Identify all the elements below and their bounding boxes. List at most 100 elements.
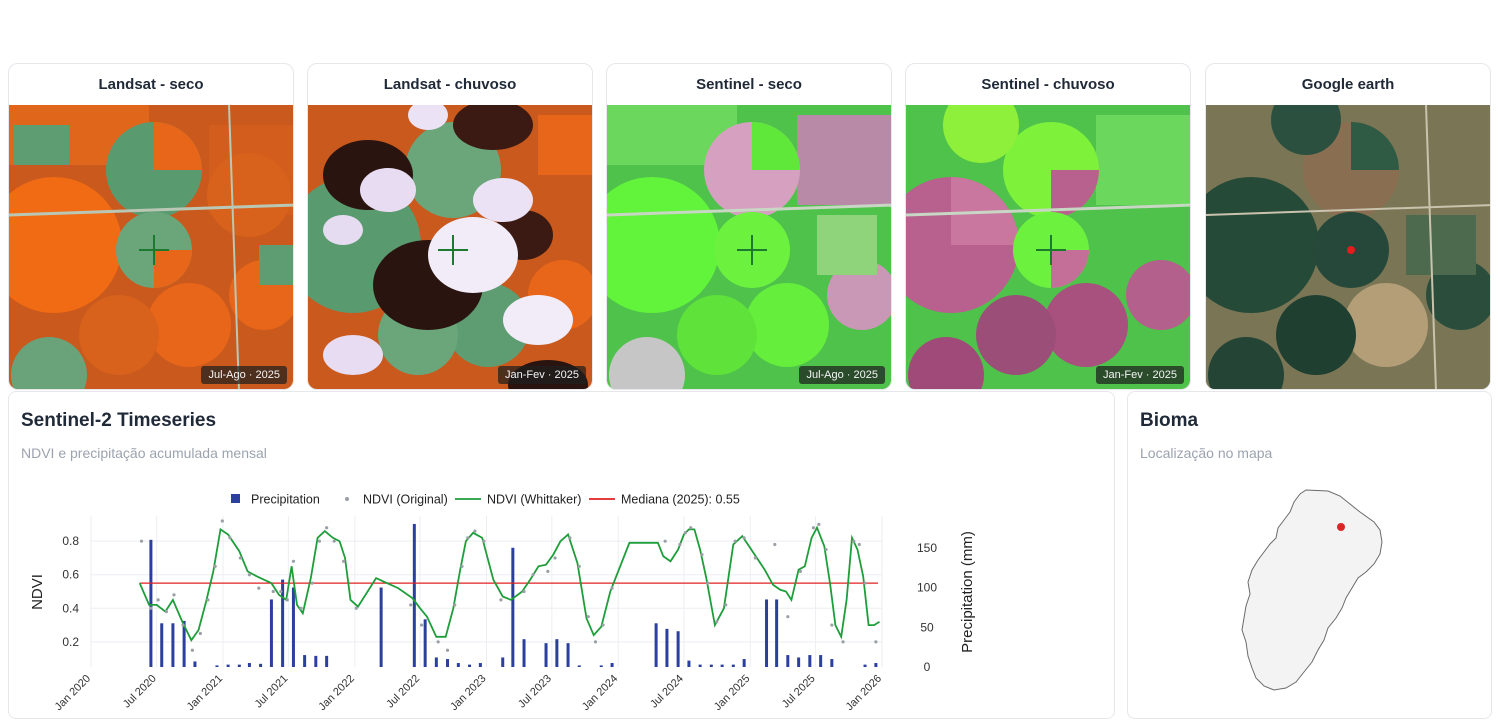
precip-bar (874, 663, 878, 667)
precip-bar (819, 655, 823, 667)
legend-label: Mediana (2025): 0.55 (621, 493, 740, 507)
ndvi-original-point (213, 564, 217, 568)
precip-bar (599, 665, 603, 667)
ndvi-original-point (164, 610, 169, 614)
precip-bar (379, 587, 383, 667)
ndvi-original-point (553, 556, 557, 560)
precip-bar (808, 655, 812, 667)
x-tick-label: Jul 2025 (780, 673, 818, 711)
ndvi-original-point (453, 603, 457, 607)
precip-bar (610, 663, 614, 667)
ndvi-original-point (773, 542, 777, 547)
google-earth-image (1206, 105, 1490, 389)
precip-bar (412, 523, 416, 667)
x-tick-label: Jul 2023 (516, 673, 554, 711)
ndvi-original-point (342, 559, 346, 563)
precip-bar (291, 587, 295, 667)
ndvi-original-point (238, 556, 242, 560)
legend-swatch (345, 497, 349, 501)
precip-bar (676, 631, 680, 667)
precip-bar (687, 660, 691, 667)
precip-bar (446, 659, 450, 667)
ndvi-original-point (683, 531, 687, 535)
precip-bar (259, 663, 263, 667)
date-badge: Jul-Ago · 2025 (799, 366, 885, 384)
image-card-google-earth: Google earth (1205, 63, 1491, 390)
ndvi-original-point (473, 529, 477, 533)
y-tick-label: 0.2 (62, 635, 79, 649)
ndvi-original-point (285, 598, 289, 602)
y-tick-label: 0.6 (62, 568, 79, 582)
ndvi-original-point (279, 589, 283, 594)
precip-bar (742, 659, 746, 667)
x-tick-label: Jan 2020 (53, 673, 93, 713)
location-marker (1347, 246, 1355, 254)
bioma-map[interactable] (1128, 392, 1492, 719)
ndvi-original-point (841, 640, 845, 644)
ndvi-original-point (332, 539, 336, 543)
ndvi-original-point (257, 586, 261, 590)
sentinel-wet-image (906, 105, 1190, 389)
date-badge: Jan-Fev · 2025 (498, 366, 586, 384)
ndvi-original-point (156, 598, 160, 602)
location-marker (1337, 523, 1345, 531)
legend-label: NDVI (Whittaker) (487, 493, 581, 507)
ndvi-original-point (522, 589, 526, 594)
ndvi-original-point (172, 593, 176, 597)
ndvi-original-point (409, 603, 413, 607)
precip-bar (720, 664, 724, 667)
precip-bar (226, 664, 230, 667)
landsat-dry-image (9, 105, 293, 389)
x-tick-label: Jan 2026 (844, 673, 884, 713)
ndvi-original-point (149, 606, 153, 610)
precip-bar (468, 664, 472, 667)
ndvi-original-point (325, 526, 329, 530)
ndvi-original-point (354, 606, 358, 610)
precip-bar (247, 663, 251, 667)
y-axis-label: NDVI (29, 574, 46, 610)
precip-bar (665, 628, 669, 667)
x-tick-label: Jul 2021 (253, 673, 291, 711)
x-tick-label: Jan 2023 (448, 673, 488, 713)
precip-bar (434, 657, 438, 667)
image-card-sentinel-chuvoso: Sentinel - chuvoso Jan-Fev · 2025 (905, 63, 1191, 390)
precip-bar (731, 664, 735, 667)
legend-label: NDVI (Original) (363, 493, 448, 507)
y2-tick-label: 0 (924, 660, 931, 674)
precip-bar (171, 623, 175, 667)
precip-bar (281, 579, 285, 667)
precip-bar (830, 659, 834, 667)
x-tick-label: Jul 2024 (648, 673, 686, 711)
ndvi-original-point (466, 536, 470, 540)
precip-bar (566, 643, 570, 667)
ndvi-original-point (663, 539, 667, 543)
ndvi-original-point (811, 526, 816, 530)
precip-bar (797, 657, 801, 667)
panel-subtitle: NDVI e precipitação acumulada mensal (21, 445, 267, 461)
panel-subtitle: Localização no mapa (1140, 445, 1273, 461)
card-title: Sentinel - chuvoso (981, 76, 1115, 93)
ndvi-original-point (700, 552, 704, 557)
x-tick-label: Jan 2025 (712, 673, 752, 713)
ndvi-original-point (874, 640, 878, 644)
bioma-panel: Bioma Localização no mapa (1127, 391, 1492, 719)
ndvi-original-point (857, 542, 861, 547)
precip-bar (501, 657, 505, 667)
date-badge: Jan-Fev · 2025 (1096, 366, 1184, 384)
panel-title: Bioma (1140, 410, 1199, 431)
precip-bar (555, 639, 559, 667)
ndvi-original-point (206, 598, 210, 602)
ndvi-original-point (228, 536, 232, 540)
x-tick-label: Jan 2024 (580, 673, 620, 713)
ndvi-original-point (220, 519, 224, 523)
ndvi-original-point (568, 536, 572, 540)
image-card-landsat-chuvoso: Landsat - chuvoso Jan-Fev · 2025 (307, 63, 593, 390)
ndvi-original-point (798, 569, 803, 573)
y2-tick-label: 50 (920, 620, 934, 634)
x-tick-label: Jul 2020 (121, 673, 159, 711)
ndvi-original-point (610, 586, 614, 590)
x-tick-label: Jan 2021 (185, 673, 225, 713)
ndvi-original-point (299, 606, 303, 610)
precip-bar (709, 664, 713, 667)
card-title: Google earth (1301, 76, 1395, 93)
